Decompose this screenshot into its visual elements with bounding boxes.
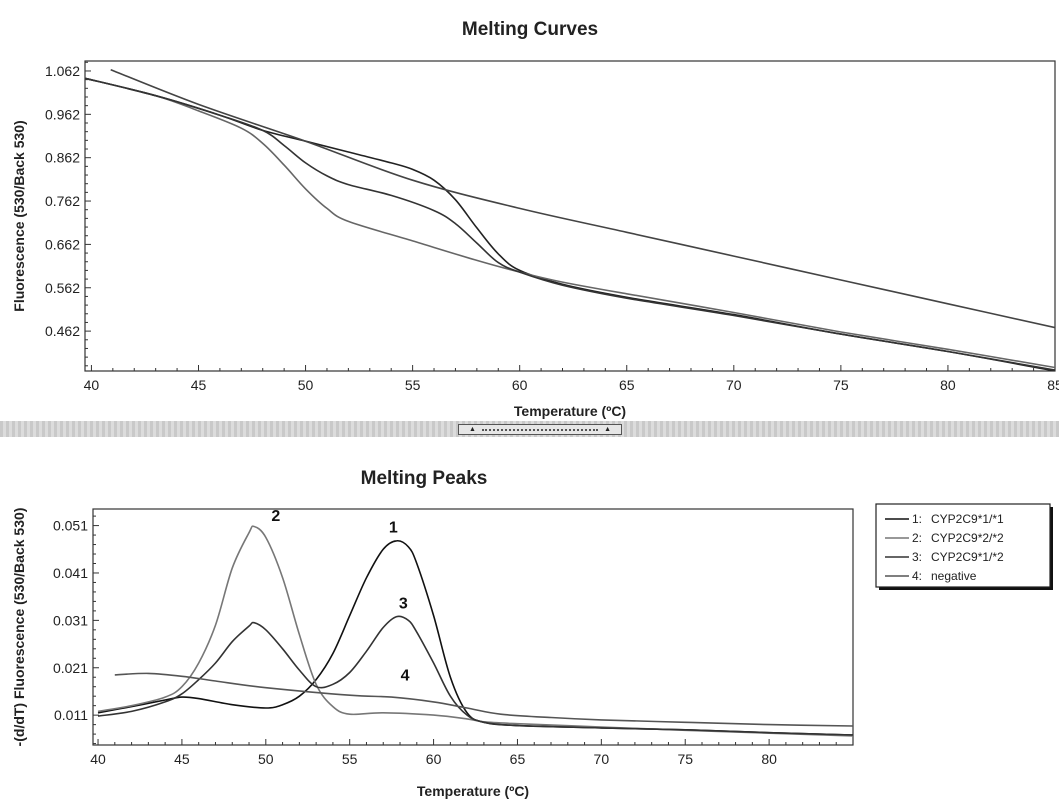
y-tick-label: 0.562 (45, 280, 80, 296)
legend-label: CYP2C9*1/*1 (931, 512, 1004, 526)
x-tick-label: 85 (1047, 377, 1059, 393)
x-tick-label: 40 (84, 377, 100, 393)
x-tick-label: 60 (512, 377, 528, 393)
legend-label: CYP2C9*2/*2 (931, 531, 1004, 545)
y-tick-label: 0.462 (45, 323, 80, 339)
y-axis-label: Fluorescence (530/Back 530) (11, 120, 27, 311)
x-tick-label: 60 (426, 751, 442, 767)
series-line-3 (97, 615, 853, 736)
legend-box (875, 503, 1051, 588)
x-axis-label: Temperature (ºC) (514, 403, 626, 419)
arrow-up-icon: ▲ (469, 426, 476, 433)
peak-label-1: 1 (389, 520, 398, 537)
peak-label-3: 3 (399, 596, 408, 613)
series-line-2 (85, 77, 1055, 369)
y-tick-label: 0.962 (45, 106, 80, 122)
x-tick-label: 50 (258, 751, 274, 767)
chart-title: Melting Curves (462, 19, 598, 40)
x-tick-label: 45 (174, 751, 190, 767)
x-axis-label: Temperature (ºC) (417, 783, 529, 799)
series-line-4 (114, 672, 853, 727)
y-tick-label: 0.051 (53, 518, 88, 534)
y-tick-label: 0.862 (45, 150, 80, 166)
drag-handle-icon (481, 428, 599, 431)
legend-index: 3: (912, 550, 922, 564)
arrow-up-icon: ▲ (604, 426, 611, 433)
x-tick-label: 70 (594, 751, 610, 767)
x-tick-label: 80 (761, 751, 777, 767)
x-tick-label: 50 (298, 377, 314, 393)
legend-label: negative (931, 569, 977, 583)
y-tick-label: 0.041 (53, 565, 88, 581)
x-tick-label: 75 (833, 377, 849, 393)
plot-frame (92, 508, 854, 746)
x-tick-label: 70 (726, 377, 742, 393)
series-line-3 (85, 77, 1055, 371)
chart-title: Melting Peaks (361, 468, 488, 489)
peak-label-4: 4 (401, 668, 410, 685)
x-tick-label: 65 (619, 377, 635, 393)
x-tick-label: 45 (191, 377, 207, 393)
x-tick-label: 40 (90, 751, 106, 767)
plot-frame (84, 60, 1056, 372)
splitter-handle[interactable]: ▲ ▲ (458, 424, 622, 435)
legend-index: 2: (912, 531, 922, 545)
x-tick-label: 80 (940, 377, 956, 393)
series-line-1 (85, 77, 1055, 371)
x-tick-label: 65 (510, 751, 526, 767)
x-tick-label: 55 (405, 377, 421, 393)
y-tick-label: 0.011 (54, 707, 88, 723)
y-tick-label: 1.062 (45, 63, 80, 79)
legend-label: CYP2C9*1/*2 (931, 550, 1004, 564)
peak-label-2: 2 (271, 508, 280, 525)
series-line-4 (110, 68, 1055, 329)
y-tick-label: 0.762 (45, 193, 80, 209)
legend-index: 1: (912, 512, 922, 526)
legend-index: 4: (912, 569, 922, 583)
y-tick-label: 0.021 (53, 660, 88, 676)
y-tick-label: 0.662 (45, 236, 80, 252)
y-axis-label: -(d/dT) Fluorescence (530/Back 530) (11, 508, 27, 747)
y-tick-label: 0.031 (53, 612, 88, 628)
x-tick-label: 75 (677, 751, 693, 767)
x-tick-label: 55 (342, 751, 358, 767)
series-line-2 (97, 525, 853, 737)
